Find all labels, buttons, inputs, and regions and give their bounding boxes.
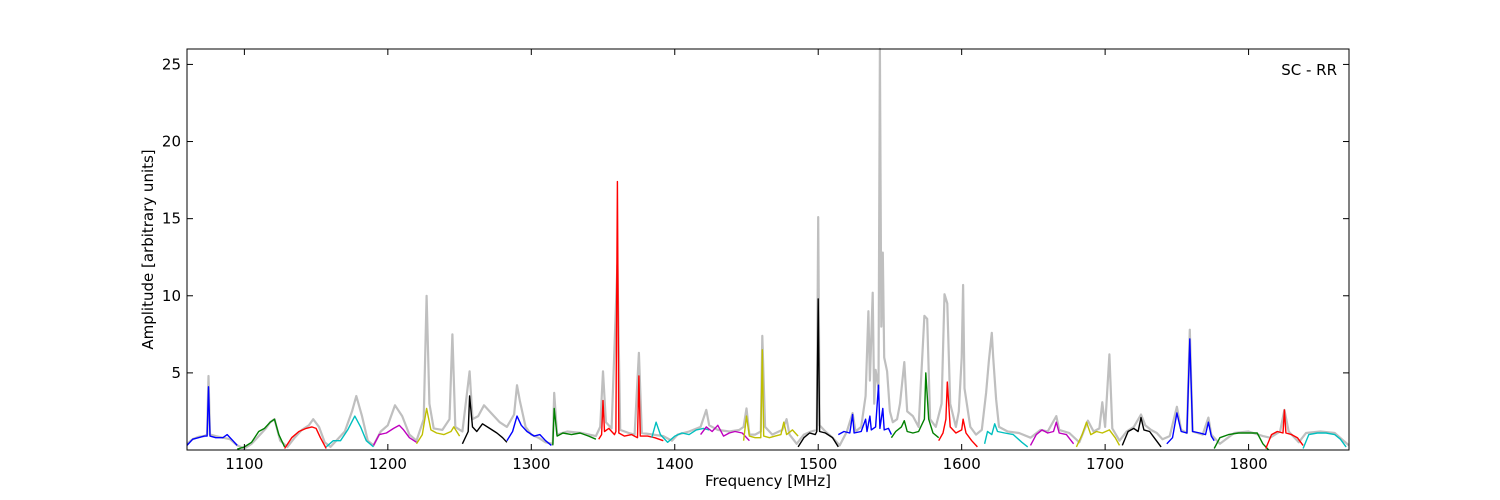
raw-spectrum-line bbox=[186, 47, 1350, 450]
series-line-6 bbox=[415, 407, 461, 445]
y-tick-label: 10 bbox=[162, 287, 181, 305]
x-tick-label: 1300 bbox=[512, 455, 550, 473]
y-tick-label: 15 bbox=[162, 210, 181, 228]
series-line-13 bbox=[742, 349, 799, 441]
series-line-19 bbox=[1029, 421, 1075, 446]
series-line-17 bbox=[938, 381, 978, 448]
series-line-9 bbox=[552, 407, 597, 446]
series-line-4 bbox=[325, 415, 374, 448]
series-layer bbox=[186, 180, 1347, 451]
series-line-8 bbox=[506, 415, 552, 446]
series-line-7 bbox=[461, 395, 508, 445]
series-line-15 bbox=[837, 384, 893, 436]
x-tick-label: 1100 bbox=[225, 455, 263, 473]
y-tick-label: 25 bbox=[162, 55, 181, 73]
series-line-20 bbox=[1075, 421, 1121, 448]
y-tick-label: 5 bbox=[171, 364, 181, 382]
y-axis-ticks: 5 10 15 20 25 bbox=[162, 55, 1349, 382]
series-line-1 bbox=[186, 386, 238, 446]
series-line-16 bbox=[890, 372, 940, 439]
series-line-24 bbox=[1265, 409, 1304, 449]
x-axis-title: Frequency [MHz] bbox=[705, 472, 831, 490]
x-tick-label: 1600 bbox=[943, 455, 981, 473]
series-line-14 bbox=[797, 298, 839, 448]
series-line-25 bbox=[1302, 432, 1347, 449]
x-axis-ticks: 1100 1200 1300 1400 1500 1600 1700 1800 bbox=[225, 49, 1268, 473]
series-line-2 bbox=[236, 418, 286, 450]
x-tick-label: 1500 bbox=[799, 455, 837, 473]
x-tick-label: 1700 bbox=[1086, 455, 1124, 473]
x-tick-label: 1200 bbox=[369, 455, 407, 473]
series-line-22 bbox=[1166, 338, 1215, 445]
x-tick-label: 1800 bbox=[1229, 455, 1267, 473]
series-line-3 bbox=[284, 426, 327, 449]
series-line-12 bbox=[700, 424, 750, 442]
series-line-18 bbox=[983, 423, 1029, 448]
series-line-10 bbox=[598, 180, 664, 442]
series-line-5 bbox=[372, 424, 417, 446]
y-tick-label: 20 bbox=[162, 133, 181, 151]
series-line-11 bbox=[651, 421, 710, 443]
raw-spectrum-layer bbox=[186, 47, 1350, 450]
y-axis-title: Amplitude [arbitrary units] bbox=[139, 149, 157, 349]
x-tick-label: 1400 bbox=[656, 455, 694, 473]
panel-annotation: SC - RR bbox=[1281, 61, 1337, 79]
series-line-23 bbox=[1213, 432, 1270, 451]
plot-frame bbox=[186, 48, 1350, 451]
series-line-21 bbox=[1121, 416, 1162, 448]
